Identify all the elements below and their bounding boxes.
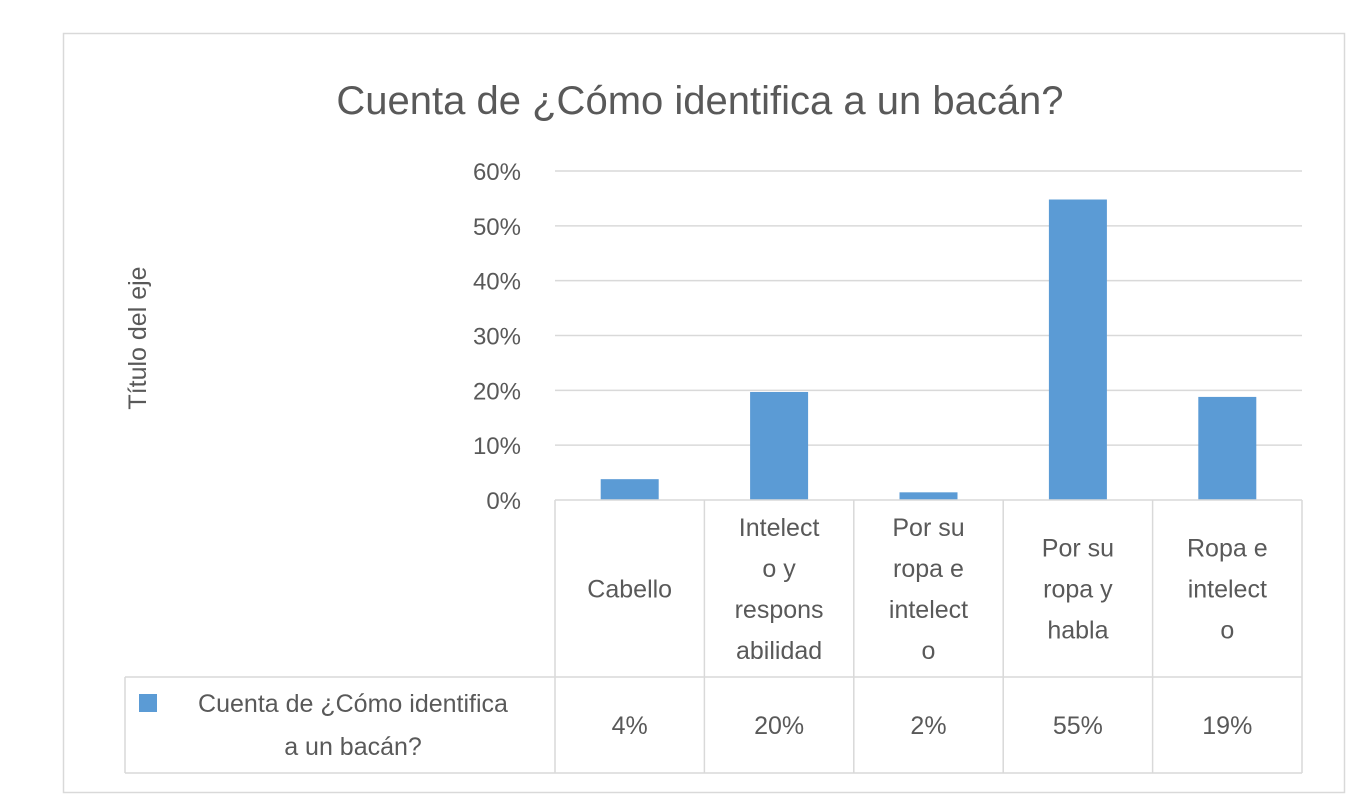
category-label: ropa y	[1043, 576, 1113, 604]
data-label: 55%	[1053, 712, 1103, 740]
category-label: abilidad	[736, 637, 822, 665]
category-label: intelect	[1188, 576, 1267, 604]
category-label: respons	[735, 596, 824, 624]
y-tick-label: 0%	[486, 488, 521, 515]
data-label: 4%	[612, 712, 648, 740]
bar	[1048, 199, 1107, 500]
bar	[1198, 396, 1257, 500]
y-axis-title: Título del eje	[124, 266, 152, 409]
category-label: Cabello	[587, 576, 672, 604]
y-tick-label: 20%	[473, 378, 521, 405]
y-tick-label: 10%	[473, 433, 521, 460]
bar	[600, 479, 659, 500]
chart-title: Cuenta de ¿Cómo identifica a un bacán?	[336, 79, 1063, 123]
category-label: o	[1220, 617, 1234, 645]
legend-label: a un bacán?	[284, 733, 422, 761]
data-label: 19%	[1202, 712, 1252, 740]
data-label: 2%	[910, 712, 946, 740]
category-label: o y	[762, 555, 796, 583]
category-label: intelect	[889, 596, 968, 624]
bar	[750, 391, 809, 500]
y-tick-label: 50%	[473, 214, 521, 241]
bar	[899, 492, 958, 500]
category-label: Por su	[1042, 535, 1114, 563]
category-label: habla	[1047, 617, 1108, 645]
data-label: 20%	[754, 712, 804, 740]
category-label: Ropa e	[1187, 535, 1268, 563]
y-tick-label: 30%	[473, 324, 521, 351]
category-label: Intelect	[739, 514, 820, 542]
y-tick-label: 60%	[473, 159, 521, 186]
y-tick-label: 40%	[473, 269, 521, 296]
legend-key	[139, 694, 157, 712]
category-label: Por su	[892, 514, 964, 542]
legend-label: Cuenta de ¿Cómo identifica	[198, 690, 508, 718]
category-label: ropa e	[893, 555, 964, 583]
category-label: o	[922, 637, 936, 665]
